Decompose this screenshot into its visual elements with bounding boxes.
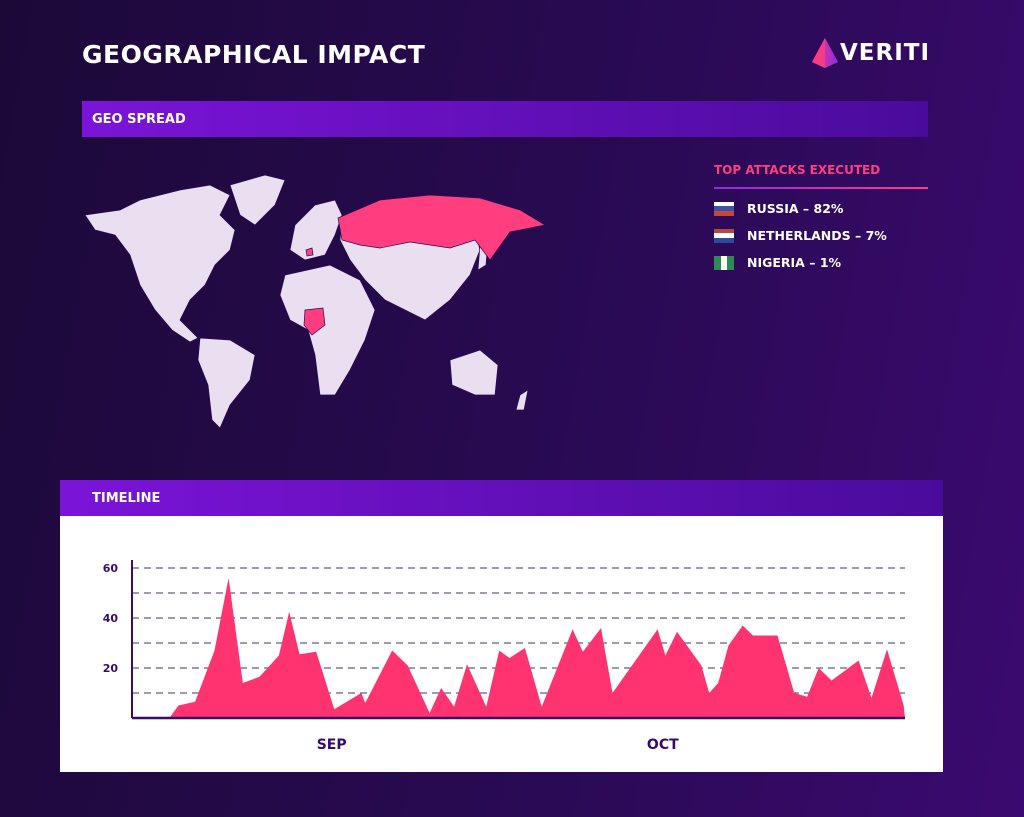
- legend-title: TOP ATTACKS EXECUTED: [714, 163, 881, 177]
- map-netherlands-highlight: [305, 247, 314, 257]
- map-nigeria-highlight: [303, 307, 326, 336]
- x-tick-label: SEP: [317, 737, 347, 753]
- page-title: GEOGRAPHICAL IMPACT: [82, 40, 426, 69]
- timeline-header: TIMELINE: [60, 480, 943, 516]
- logo-text: VERITI: [840, 40, 931, 66]
- geo-spread-header: GEO SPREAD: [82, 101, 928, 137]
- legend-divider: [714, 187, 928, 189]
- nigeria-flag-icon: [714, 255, 735, 270]
- y-tick-label: 60: [103, 562, 119, 575]
- map-africa: [279, 264, 376, 396]
- timeline-panel: 20 40 60 SEP OCT: [60, 516, 943, 772]
- legend-label: NIGERIA – 1%: [747, 255, 842, 270]
- map-russia-highlight: [337, 194, 546, 261]
- map-greenland: [229, 174, 286, 226]
- map-australia: [449, 349, 499, 396]
- area-series: [132, 578, 905, 718]
- timeline-chart: 20 40 60 SEP OCT: [103, 560, 905, 753]
- y-tick-label: 20: [103, 662, 119, 675]
- map-north-america: [84, 184, 236, 343]
- map-new-zealand: [515, 389, 529, 411]
- top-attacks-legend: TOP ATTACKS EXECUTED RUSSIA – 82% NETHER…: [714, 163, 928, 270]
- map-south-america: [197, 337, 256, 429]
- x-tick-label: OCT: [647, 737, 679, 753]
- legend-item-russia: RUSSIA – 82%: [714, 201, 928, 216]
- legend-label: RUSSIA – 82%: [747, 201, 844, 216]
- map-europe: [289, 199, 343, 261]
- russia-flag-icon: [714, 201, 734, 216]
- legend-item-netherlands: NETHERLANDS – 7%: [714, 228, 928, 243]
- y-tick-label: 40: [103, 612, 119, 625]
- logo-triangle-icon: [812, 38, 838, 68]
- netherlands-flag-icon: [714, 228, 734, 243]
- legend-item-nigeria: NIGERIA – 1%: [714, 255, 928, 270]
- veriti-logo: VERITI: [812, 38, 930, 68]
- world-map: [84, 174, 546, 429]
- legend-label: NETHERLANDS – 7%: [747, 228, 887, 243]
